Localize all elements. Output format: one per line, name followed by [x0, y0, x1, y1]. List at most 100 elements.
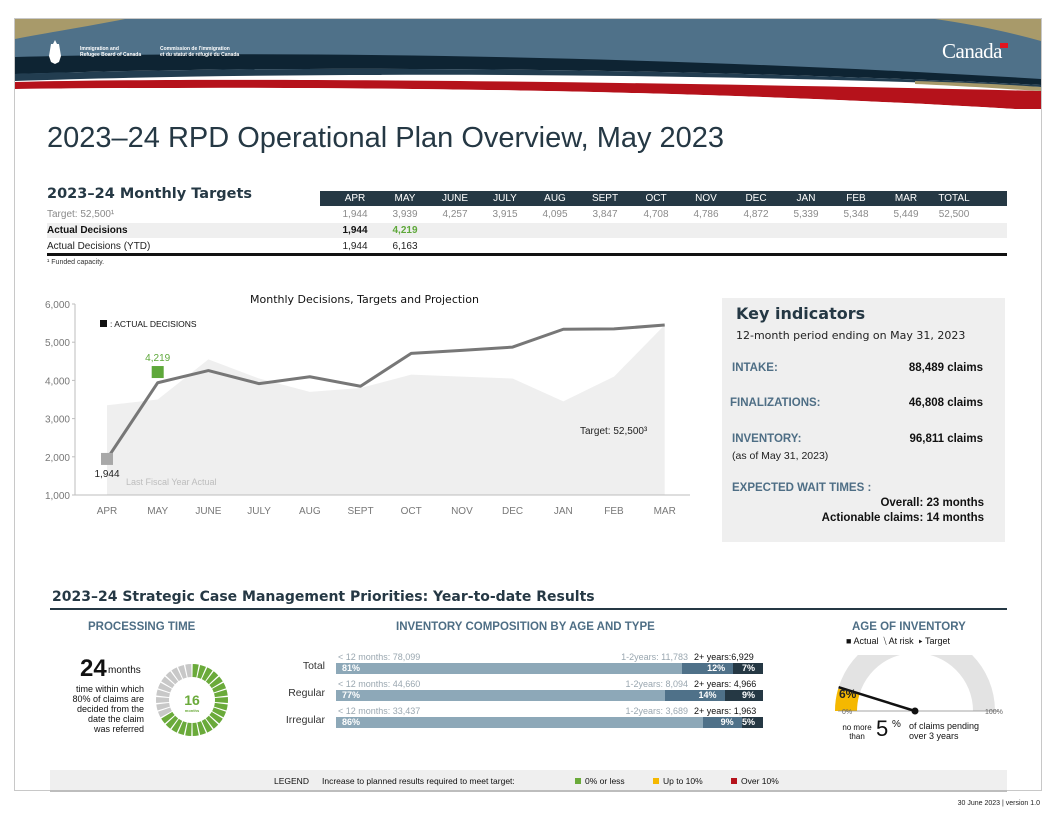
table-header: APR MAY JUNE JULY AUG SEPT OCT NOV DEC JAN FEB MAR T…	[320, 191, 1007, 206]
table-cell: 5,339	[793, 209, 819, 220]
gauge-segment	[161, 711, 175, 724]
table-rule	[47, 253, 1007, 256]
y-tick-label: 3,000	[45, 415, 70, 426]
gauge-segment	[201, 718, 213, 733]
gauge-max-label: 100%	[985, 709, 1003, 716]
inventory-composition-title: INVENTORY COMPOSITION BY AGE AND TYPE	[396, 621, 655, 633]
table-cell: 6,163	[392, 241, 418, 252]
gauge-segment	[156, 696, 170, 704]
column-header: APR	[344, 193, 366, 204]
gauge-min-label: 0%	[842, 709, 853, 716]
inventory-bar: 77% 14% 9%	[336, 690, 763, 701]
x-tick-label: SEPT	[347, 506, 373, 517]
processing-time-title: PROCESSING TIME	[88, 621, 196, 633]
inventory-bar: 86% 9% 5%	[336, 717, 763, 728]
gauge-segment	[205, 715, 219, 729]
x-tick-label: MAY	[147, 506, 168, 517]
legend-bar: LEGEND Increase to planned results requi…	[50, 770, 1007, 792]
actual-marker	[151, 366, 164, 379]
gauge-segment	[171, 667, 183, 682]
table-cell: 4,872	[743, 209, 769, 220]
legend-item-yellow: Up to 10%	[663, 776, 703, 786]
table-cell: 4,219	[392, 225, 418, 236]
actual-data-label: 1,944	[94, 469, 119, 480]
y-tick-label: 4,000	[45, 376, 70, 387]
table-cell: 4,095	[542, 209, 568, 220]
table-cell: 1,944	[342, 209, 368, 220]
actual-legend-icon: ■	[846, 636, 852, 646]
y12-caption: 1-2years: 3,689	[625, 706, 688, 716]
gauge-segment	[192, 664, 199, 678]
legend-swatch-green	[575, 778, 581, 784]
wait-overall: Overall: 23 months	[880, 497, 984, 509]
table-row-target: Target: 52,500¹ 1,944 3,939 4,257 3,915 4,09…	[47, 207, 1007, 222]
bar-segment: 12%	[681, 663, 734, 674]
gauge-segment	[212, 682, 227, 693]
legend-swatch-yellow	[653, 778, 659, 784]
processing-time-value: 24	[80, 655, 107, 682]
row-label: Target: 52,500¹	[47, 209, 115, 220]
table-cell: 4,257	[442, 209, 468, 220]
inventory-row-label: Regular	[288, 687, 325, 699]
key-indicators-title: Key indicators	[736, 304, 866, 323]
gauge-segment	[214, 696, 228, 704]
column-header: FEB	[846, 193, 866, 204]
y-tick-label: 6,000	[45, 300, 70, 311]
gauge-segment	[156, 689, 170, 698]
target-line	[105, 323, 665, 460]
processing-time-gauge: 16 months	[156, 664, 228, 736]
x-tick-label: AUG	[299, 506, 321, 517]
wait-actionable: Actionable claims: 14 months	[821, 512, 984, 524]
column-header: MAR	[894, 193, 918, 204]
bar-segment: 86%	[336, 717, 704, 728]
gauge-segment	[178, 664, 187, 679]
legend-at-risk: At risk	[888, 636, 914, 646]
x-tick-label: NOV	[451, 506, 473, 517]
page-title: 2023–24 RPD Operational Plan Overview, M…	[47, 122, 725, 154]
bar-segment: 7%	[733, 663, 763, 674]
table-cell: 1,944	[342, 241, 368, 252]
flag-icon	[1000, 43, 1008, 48]
inventory-bar: 81% 12% 7%	[336, 663, 763, 674]
gauge-segment	[171, 718, 183, 733]
key-indicators-subtitle: 12-month period ending on May 31, 2023	[736, 329, 966, 342]
x-tick-label: MAR	[654, 506, 676, 517]
bar-segment: 81%	[336, 663, 682, 674]
gauge-hub	[911, 707, 919, 715]
table-cell: 4,708	[643, 209, 669, 220]
table-cell: 5,348	[843, 209, 869, 220]
column-header: MAY	[394, 193, 416, 204]
table-cell: 4,786	[693, 209, 719, 220]
lt12-caption: < 12 months: 33,437	[338, 706, 421, 716]
column-header: OCT	[645, 193, 667, 204]
column-header: AUG	[544, 193, 566, 204]
canada-wordmark: Canada	[942, 39, 1002, 63]
target-pct-sign: %	[892, 719, 901, 730]
y-tick-label: 1,000	[45, 491, 70, 502]
legend-actual: Actual	[853, 636, 879, 646]
table-cell: 3,915	[492, 209, 518, 220]
key-indicators-panel: Key indicators 12-month period ending on…	[722, 298, 1005, 542]
gauge-segment	[165, 671, 179, 685]
decisions-chart: 1,000 2,000 3,000 4,000 5,000 6,000 APR MAY JUNE…	[45, 300, 690, 517]
gauge-segment	[157, 707, 172, 718]
table-row-ytd: Actual Decisions (YTD) 1,944 6,163	[47, 239, 1007, 254]
inventory-row-label: Irregular	[285, 714, 325, 726]
gauge-segment	[185, 664, 192, 678]
coat-of-arms-icon	[49, 40, 61, 64]
table-row-actual: Actual Decisions 1,944 4,219	[47, 223, 1007, 238]
column-header: SEPT	[591, 193, 619, 204]
column-header: NOV	[695, 193, 717, 204]
y-tick-label: 5,000	[45, 338, 70, 349]
footer-date-version: 30 June 2023 | version 1.0	[957, 800, 1040, 807]
strategic-title: 2023–24 Strategic Case Management Priori…	[52, 589, 595, 605]
legend-caption: Increase to planned results required to …	[322, 776, 515, 786]
target-months-unit: months	[185, 708, 200, 713]
gauge-segment	[197, 664, 206, 679]
y2-caption: 2+ years: 4,966	[694, 679, 757, 689]
table-cell: 52,500	[938, 209, 970, 220]
inventory-label: INVENTORY:	[732, 433, 802, 445]
row-label: Actual Decisions	[47, 225, 128, 236]
banner-graphic	[15, 19, 1041, 109]
inventory-row-label: Total	[302, 660, 325, 672]
